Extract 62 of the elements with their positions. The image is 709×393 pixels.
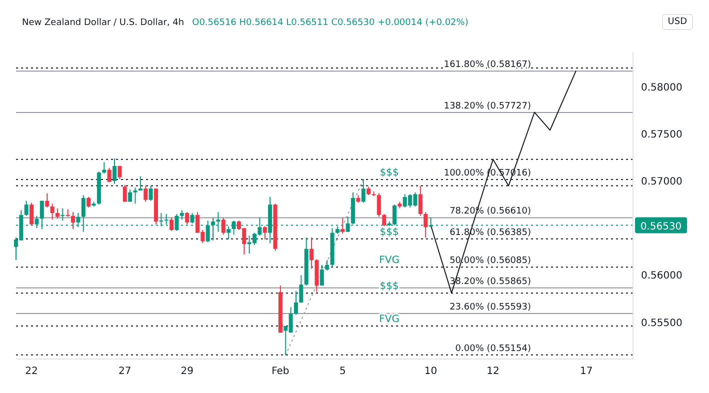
candlestick	[128, 188, 132, 202]
candlestick	[361, 178, 366, 204]
candlestick	[226, 226, 231, 240]
y-tick-label: 0.57500	[641, 129, 682, 140]
ref-line-label: 23.60% (0.55593)	[450, 302, 531, 313]
ref-line-label: 161.80% (0.58167)	[444, 60, 531, 70]
annotation: $$$	[380, 226, 399, 238]
candlestick	[170, 217, 174, 232]
candlestick	[180, 210, 184, 220]
candlestick	[376, 192, 381, 218]
candlestick	[50, 203, 54, 220]
chart-subtitle: O0.56516 H0.56614 L0.56511 C0.56530 +0.00014 (+0.02%)	[192, 18, 468, 28]
candlestick	[148, 185, 153, 202]
candlestick	[138, 176, 142, 191]
candlestick	[418, 185, 422, 216]
candlestick	[55, 208, 60, 220]
annotation: FVG	[379, 314, 400, 326]
y-tick-label: 0.58000	[641, 82, 682, 94]
y-axis-title: USD	[662, 14, 693, 30]
candlestick	[294, 290, 298, 316]
candlestick	[60, 208, 65, 222]
x-tick-label: 27	[118, 366, 132, 378]
candlestick	[382, 213, 386, 228]
y-tick-label: 0.56000	[641, 270, 682, 282]
x-tick-label: 29	[180, 366, 194, 378]
candlestick	[71, 212, 76, 230]
x-tick-label: 22	[25, 366, 38, 378]
candlestick	[221, 217, 226, 236]
candlestick	[299, 274, 304, 303]
ref-line-label: 0.56530	[640, 221, 682, 232]
candlestick	[133, 187, 138, 204]
candlestick	[107, 167, 112, 182]
candlestick	[340, 217, 345, 234]
candlestick	[185, 212, 190, 225]
candlestick	[112, 158, 117, 184]
candlestick	[86, 196, 91, 208]
candlestick	[310, 237, 314, 270]
ref-line-label: 138.20% (0.57727)	[444, 102, 531, 112]
x-tick-label: Feb	[272, 366, 290, 378]
candlestick	[174, 213, 179, 232]
candlestick	[30, 202, 34, 226]
annotation: $$$	[380, 168, 399, 179]
candlestick	[102, 162, 106, 174]
candlestick	[24, 200, 28, 216]
candlestick	[320, 264, 324, 286]
y-tick-label: 0.55500	[641, 318, 682, 329]
candlestick	[122, 184, 127, 202]
x-tick-label: 17	[580, 366, 593, 378]
chart-title: New Zealand Dollar / U.S. Dollar, 4h	[22, 18, 184, 28]
candlestick	[325, 260, 330, 271]
x-tick-label: 12	[486, 366, 500, 378]
x-tick-label: 5	[339, 366, 346, 378]
x-tick-label: 10	[424, 366, 438, 378]
y-tick-label: 0.57000	[641, 176, 682, 188]
candlestick	[262, 226, 267, 240]
candlestick	[144, 185, 148, 202]
candlestick	[424, 212, 428, 238]
annotation: $$$	[380, 281, 399, 292]
candlestick	[118, 165, 122, 180]
candlestick	[45, 192, 50, 208]
annotation: FVG	[379, 255, 400, 266]
ref-line-label: 0.00% (0.55154)	[455, 344, 531, 354]
